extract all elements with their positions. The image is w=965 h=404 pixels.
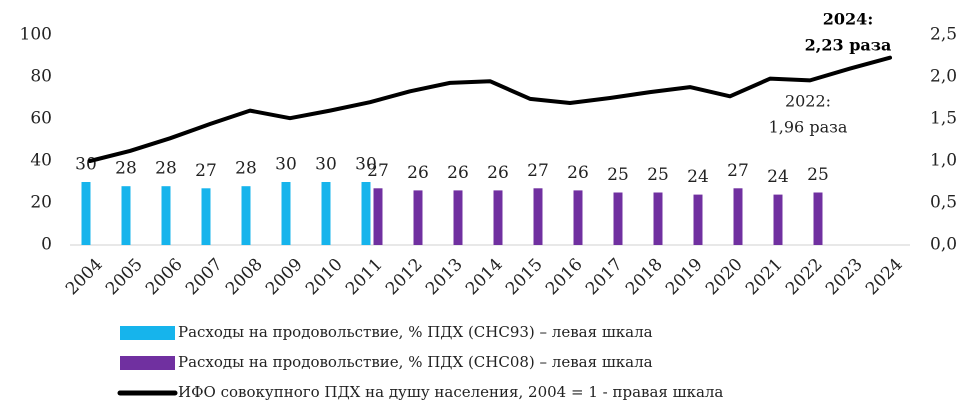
x-tick-label: 2013 [422,255,467,300]
x-tick-label: 2019 [662,255,707,300]
bar [373,188,383,245]
x-tick-label: 2018 [622,255,667,300]
x-tick-label: 2006 [142,255,187,300]
y-tick-label: 100 [20,25,52,45]
y2-tick-label: 2,0 [930,67,957,87]
x-tick-label: 2017 [582,255,627,300]
bar [573,190,583,245]
x-tick-label: 2007 [182,255,227,300]
data-label: 25 [607,165,629,185]
y-tick-label: 60 [30,109,52,129]
legend-label: Расходы на продовольствие, % ПДХ (СНС08)… [178,353,653,371]
y2-tick-label: 1,0 [930,151,957,171]
bar [733,188,743,245]
legend-label: ИФО совокупного ПДХ на душу населения, 2… [178,383,723,401]
data-label: 30 [275,155,297,175]
bar [693,194,703,245]
data-label: 28 [115,159,137,179]
x-tick-label: 2009 [262,255,307,300]
data-label: 27 [367,161,389,181]
data-label: 27 [195,161,217,181]
data-label: 30 [75,155,97,175]
annotation: 2022: [785,92,831,111]
x-tick-label: 2010 [302,255,347,300]
data-label: 26 [567,163,589,183]
x-tick-label: 2008 [222,255,267,300]
bar [121,186,131,245]
line [88,55,892,163]
y2-tick-label: 2,5 [930,25,957,45]
y2-tick-label: 0,5 [930,193,957,213]
data-label: 27 [527,161,549,181]
bar [773,194,783,245]
x-tick-label: 2015 [502,255,547,300]
bar [281,182,291,245]
bar [241,186,251,245]
y-tick-label: 40 [30,151,52,171]
data-label: 24 [767,167,789,187]
data-label: 26 [447,163,469,183]
x-tick-label: 2024 [862,255,907,300]
bar [493,190,503,245]
y2-tick-label: 0,0 [930,235,957,255]
x-tick-label: 2005 [102,255,147,300]
y-tick-label: 20 [30,193,52,213]
data-label: 27 [727,161,749,181]
x-tick-label: 2004 [62,255,107,300]
x-tick-label: 2021 [742,255,787,300]
annotation: 2024: [823,10,873,29]
y-tick-label: 80 [30,67,52,87]
bar [453,190,463,245]
data-label: 28 [235,159,257,179]
y2-tick-label: 1,5 [930,109,957,129]
legend-swatch [120,356,175,370]
bar [161,186,171,245]
bar [613,192,623,245]
data-label: 26 [487,163,509,183]
data-label: 30 [355,155,377,175]
data-label: 24 [687,167,709,187]
data-label: 28 [155,159,177,179]
legend-label: Расходы на продовольствие, % ПДХ (СНС93)… [178,323,653,341]
x-tick-label: 2020 [702,255,747,300]
annotation: 2,23 раза [805,36,892,55]
bar [533,188,543,245]
bar [653,192,663,245]
bar [201,188,211,245]
data-label: 30 [315,155,337,175]
x-tick-label: 2016 [542,255,587,300]
data-label: 25 [807,165,829,185]
data-label: 26 [407,163,429,183]
x-tick-label: 2022 [782,255,827,300]
x-tick-label: 2014 [462,255,507,300]
bar [813,192,823,245]
bar [361,182,371,245]
bar [321,182,331,245]
x-tick-label: 2012 [382,255,427,300]
x-tick-label: 2011 [342,255,387,300]
bar [413,190,423,245]
data-label: 25 [647,165,669,185]
legend-swatch [120,326,175,340]
x-tick-label: 2023 [822,255,867,300]
y-tick-label: 0 [41,235,52,255]
annotation: 1,96 раза [769,118,848,137]
bar [81,182,91,245]
